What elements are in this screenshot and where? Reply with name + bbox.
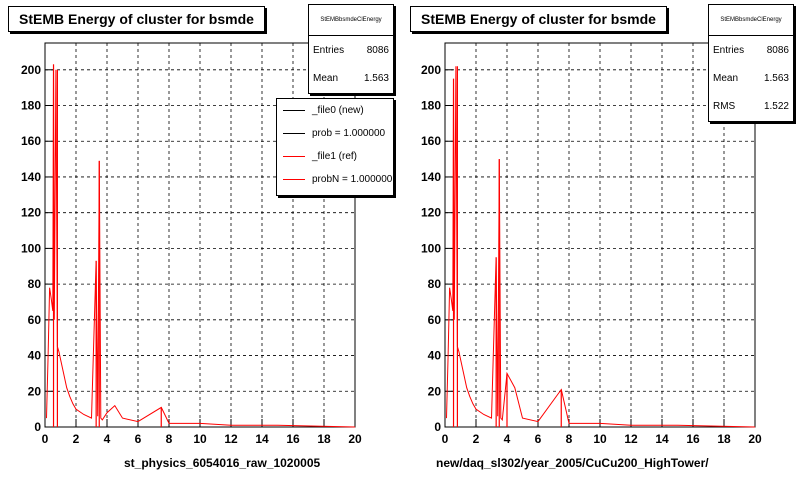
left-x-tick-label: 4 xyxy=(104,432,111,446)
right-y-tick-label: 120 xyxy=(421,206,441,220)
left-x-tick-label: 12 xyxy=(224,432,238,446)
right-y-tick-label: 160 xyxy=(421,134,441,148)
left-x-tick-label: 0 xyxy=(42,432,49,446)
left-y-tick-label: 160 xyxy=(21,134,41,148)
legend-entry-probn: probN = 1.000000 xyxy=(277,168,393,191)
right-stats-mean-value: 1.563 xyxy=(763,72,789,84)
left-stats-box: StEMBbsmdeClEnergy Entries 8086 Mean 1.5… xyxy=(308,4,394,94)
legend-line-prob xyxy=(283,133,305,134)
left-x-tick-label: 10 xyxy=(193,432,207,446)
right-x-tick-label: 8 xyxy=(566,432,573,446)
left-y-tick-label: 80 xyxy=(28,277,42,291)
left-stats-row-entries: Entries 8086 xyxy=(309,36,393,64)
legend-label-file0: _file0 (new) xyxy=(312,105,364,116)
right-y-tick-label: 0 xyxy=(434,420,441,434)
left-y-tick-label: 0 xyxy=(34,420,41,434)
left-x-tick-label: 6 xyxy=(135,432,142,446)
right-x-tick-label: 20 xyxy=(748,432,762,446)
left-stats-row-mean: Mean 1.563 xyxy=(309,64,393,92)
left-stats-name: StEMBbsmdeClEnergy xyxy=(309,5,393,36)
left-y-tick-label: 40 xyxy=(28,349,42,363)
right-x-tick-label: 10 xyxy=(593,432,607,446)
legend-entry-prob: prob = 1.000000 xyxy=(277,122,393,145)
right-stats-row-mean: Mean 1.563 xyxy=(709,64,793,92)
left-x-tick-label: 14 xyxy=(255,432,269,446)
right-stats-mean-label: Mean xyxy=(713,72,739,84)
left-y-tick-label: 100 xyxy=(21,241,41,255)
left-legend: _file0 (new) prob = 1.000000 _file1 (ref… xyxy=(276,98,394,196)
right-histogram-plot: 0 2 4 6 8 10 12 14 16 18 2002040608010012014016018… xyxy=(421,42,762,446)
right-stats-entries-label: Entries xyxy=(713,44,745,56)
right-y-tick-label: 200 xyxy=(421,63,441,77)
right-stats-box: StEMBbsmdeClEnergy Entries 8086 Mean 1.5… xyxy=(708,4,794,122)
right-histogram-panel: 0 2 4 6 8 10 12 14 16 18 20 0 20 40 60 80 100 120 140 160 18… xyxy=(400,0,800,480)
right-stats-row-rms: RMS 1.522 xyxy=(709,92,793,120)
left-histogram-panel: 0 2 4 6 8 10 12 14 16 18 20 0 20 40 60 80 100 120 140 160 18… xyxy=(8,4,394,470)
right-x-tick-label: 4 xyxy=(504,432,511,446)
left-stats-entries-label: Entries xyxy=(313,44,345,56)
left-stats-mean-value: 1.563 xyxy=(363,72,389,84)
left-x-axis-title: st_physics_6054016_raw_1020005 xyxy=(124,456,321,470)
legend-label-probn: probN = 1.000000 xyxy=(312,174,393,185)
legend-line-file0 xyxy=(283,110,305,111)
right-stats-entries-value: 8086 xyxy=(766,44,789,56)
left-x-tick-label: 20 xyxy=(348,432,362,446)
right-x-tick-label: 12 xyxy=(624,432,638,446)
right-x-tick-label: 2 xyxy=(473,432,480,446)
left-x-tick-label: 16 xyxy=(286,432,300,446)
right-y-tick-label: 100 xyxy=(421,241,441,255)
right-x-tick-label: 14 xyxy=(655,432,669,446)
right-y-tick-label: 60 xyxy=(428,313,442,327)
right-y-tick-label: 80 xyxy=(428,277,442,291)
right-y-tick-label: 40 xyxy=(428,349,442,363)
left-y-tick-label: 60 xyxy=(28,313,42,327)
left-stats-entries-value: 8086 xyxy=(366,44,389,56)
left-y-tick-label: 180 xyxy=(21,99,41,113)
right-x-tick-label: 16 xyxy=(686,432,700,446)
right-y-tick-label: 180 xyxy=(421,99,441,113)
legend-line-probn xyxy=(283,179,305,180)
left-y-tick-label: 120 xyxy=(21,206,41,220)
legend-entry-file1: _file1 (ref) xyxy=(277,145,393,168)
right-stats-row-entries: Entries 8086 xyxy=(709,36,793,64)
left-y-tick-label: 20 xyxy=(28,384,42,398)
legend-line-file1 xyxy=(283,156,305,157)
right-x-tick-label: 6 xyxy=(535,432,542,446)
right-stats-name: StEMBbsmdeClEnergy xyxy=(709,5,793,36)
right-x-axis-title: new/daq_sl302/year_2005/CuCu200_HighTowe… xyxy=(436,456,709,470)
left-histogram-title: StEMB Energy of cluster for bsmde xyxy=(8,6,265,32)
left-stats-mean-label: Mean xyxy=(313,72,339,84)
left-x-tick-label: 8 xyxy=(166,432,173,446)
left-x-tick-label: 18 xyxy=(317,432,331,446)
right-x-tick-label: 0 xyxy=(442,432,449,446)
legend-label-prob: prob = 1.000000 xyxy=(312,128,386,139)
legend-entry-file0: _file0 (new) xyxy=(277,99,393,122)
right-x-tick-label: 18 xyxy=(717,432,731,446)
right-y-tick-label: 20 xyxy=(428,384,442,398)
right-stats-rms-value: 1.522 xyxy=(763,100,789,112)
right-y-tick-label: 140 xyxy=(421,170,441,184)
right-stats-rms-label: RMS xyxy=(713,100,736,112)
left-y-tick-label: 200 xyxy=(21,63,41,77)
right-histogram-title: StEMB Energy of cluster for bsmde xyxy=(410,6,667,32)
left-x-tick-label: 2 xyxy=(73,432,80,446)
legend-label-file1: _file1 (ref) xyxy=(312,151,358,162)
left-y-tick-label: 140 xyxy=(21,170,41,184)
